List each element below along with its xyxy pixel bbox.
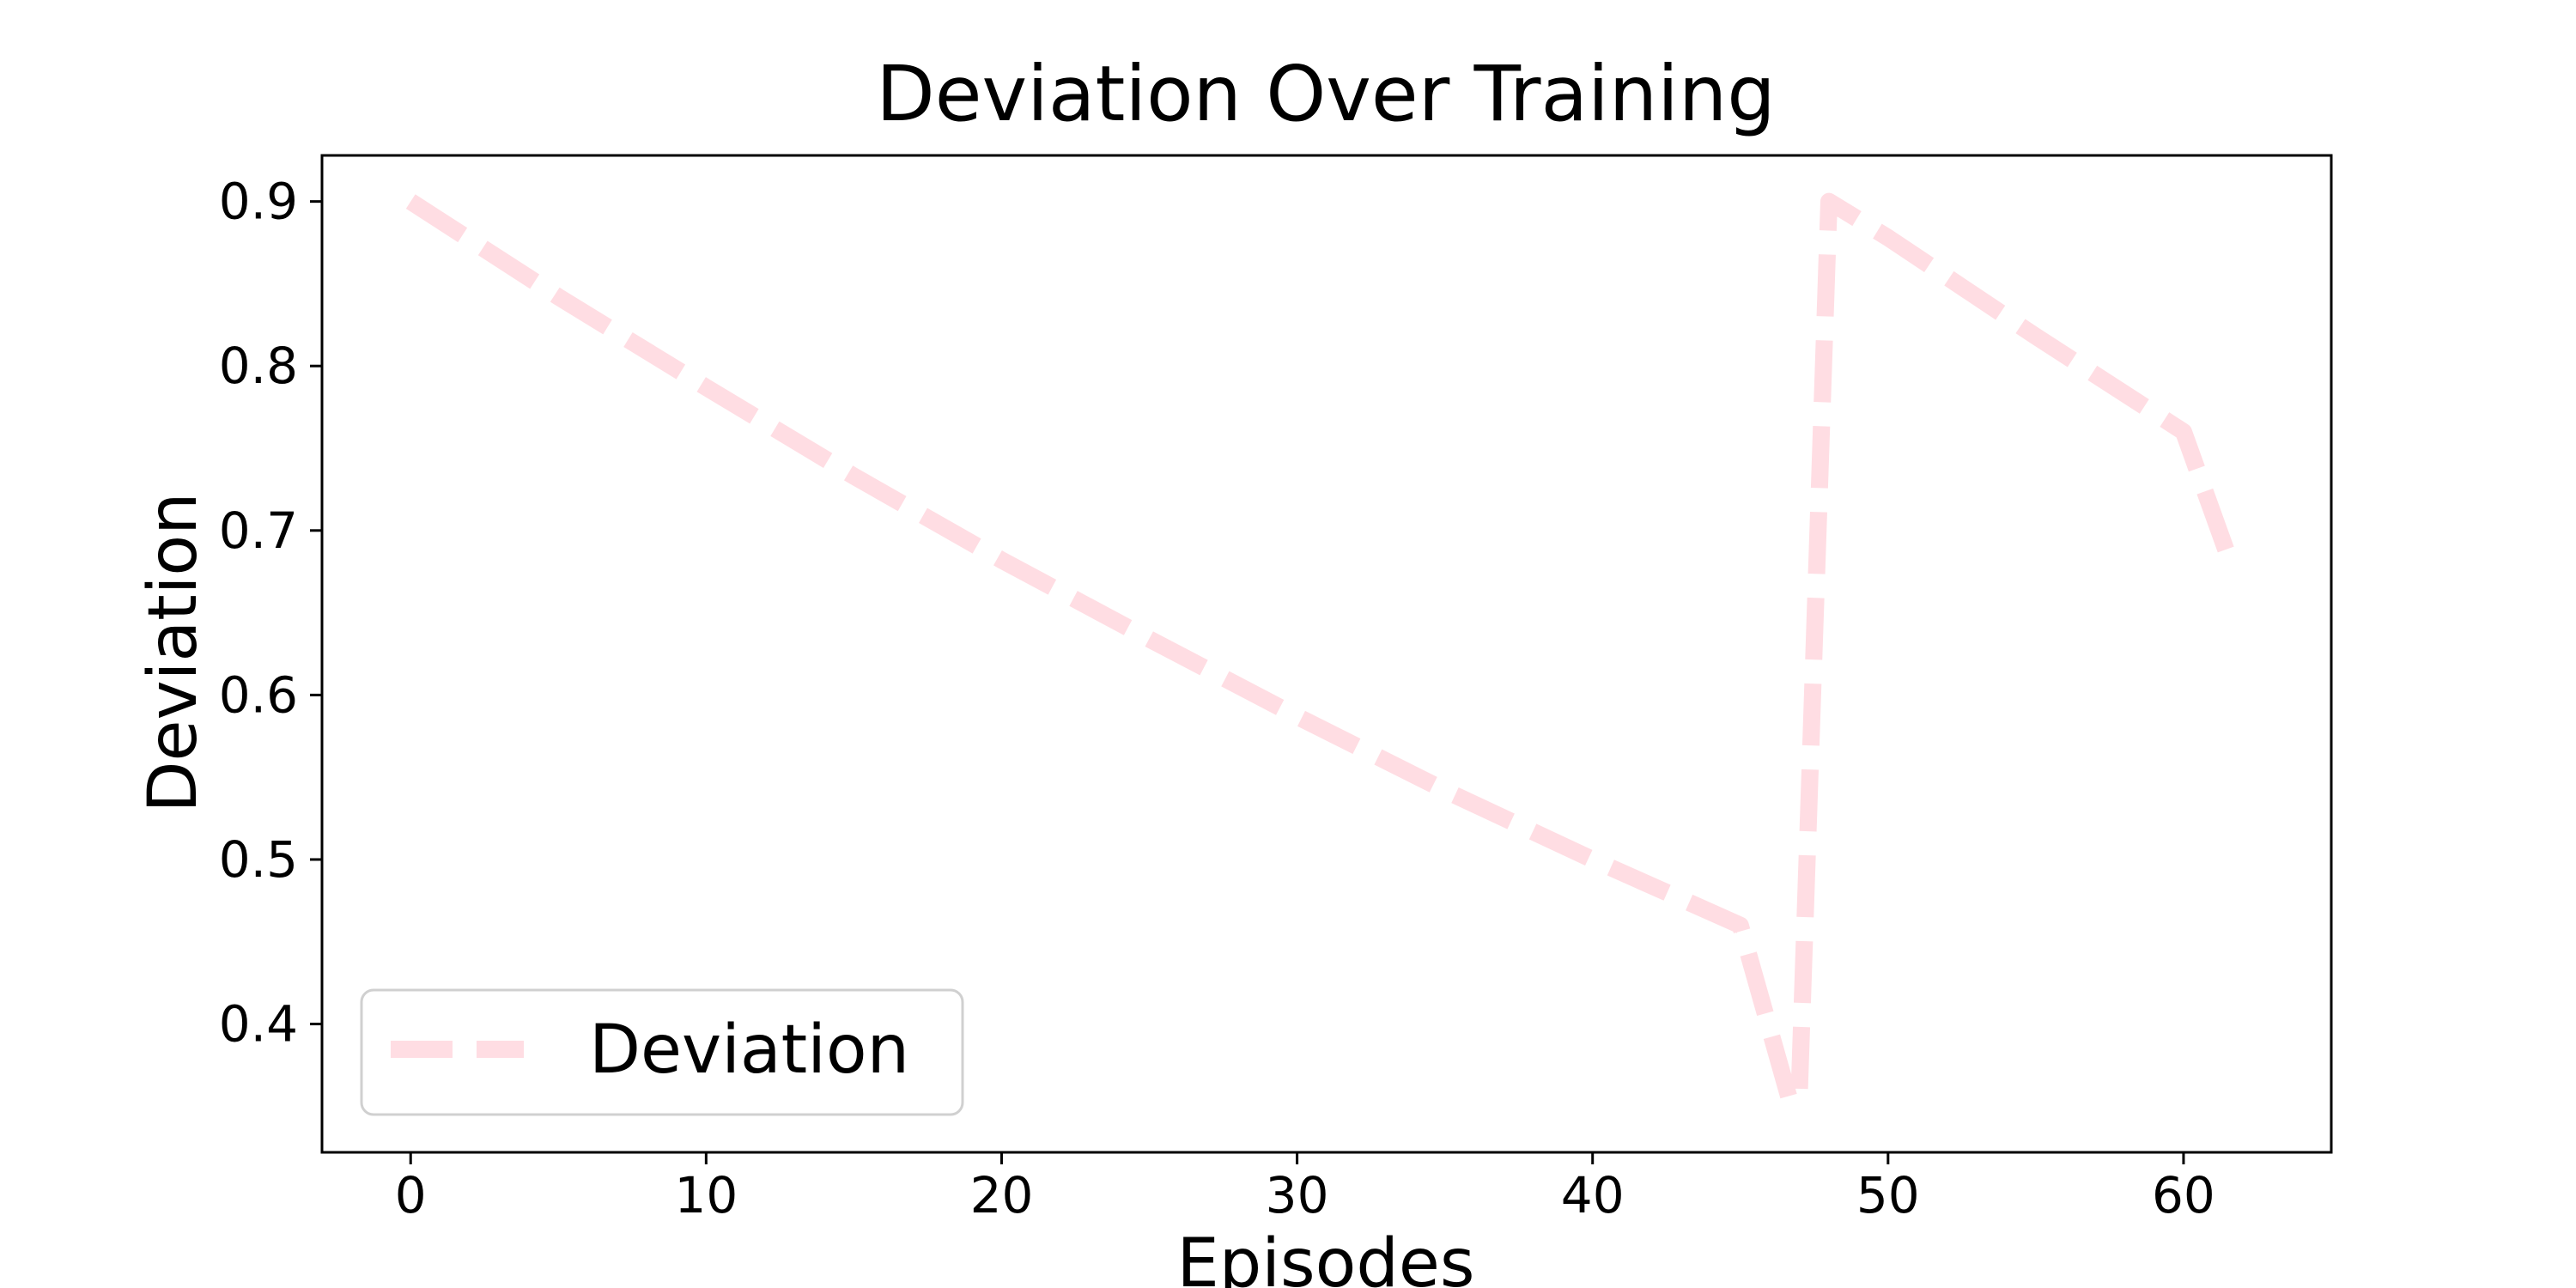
y-tick-label: 0.9 bbox=[219, 173, 298, 231]
legend-label: Deviation bbox=[589, 1012, 909, 1089]
series-layer bbox=[405, 192, 2236, 1112]
plot-area: 0 10 20 30 40 50 60 0.4 0.5 0.6 0.7 0.8 0.9 bbox=[219, 154, 2333, 1224]
deviation-series-line bbox=[405, 192, 2236, 1112]
x-axis-label: Episodes bbox=[1177, 1225, 1475, 1288]
y-tick-label: 0.7 bbox=[219, 501, 298, 560]
legend: Deviation bbox=[360, 988, 964, 1116]
x-tick-label: 0 bbox=[395, 1166, 427, 1224]
x-tick-label: 20 bbox=[970, 1166, 1034, 1224]
x-tick-label: 30 bbox=[1266, 1166, 1329, 1224]
y-tick-label: 0.5 bbox=[219, 830, 298, 889]
y-axis-label: Deviation bbox=[135, 492, 212, 812]
plot-frame bbox=[320, 154, 2333, 1154]
x-tick-label: 50 bbox=[1856, 1166, 1920, 1224]
x-tick-label: 60 bbox=[2152, 1166, 2215, 1224]
y-tick-label: 0.8 bbox=[219, 337, 298, 395]
x-ticks: 0 10 20 30 40 50 60 bbox=[395, 1152, 2215, 1224]
legend-box bbox=[360, 988, 964, 1116]
y-tick-label: 0.6 bbox=[219, 665, 298, 724]
chart-title: Deviation Over Training bbox=[876, 49, 1776, 138]
x-tick-label: 40 bbox=[1561, 1166, 1625, 1224]
y-ticks: 0.4 0.5 0.6 0.7 0.8 0.9 bbox=[219, 173, 322, 1054]
x-tick-label: 10 bbox=[674, 1166, 738, 1224]
y-tick-label: 0.4 bbox=[219, 995, 298, 1054]
